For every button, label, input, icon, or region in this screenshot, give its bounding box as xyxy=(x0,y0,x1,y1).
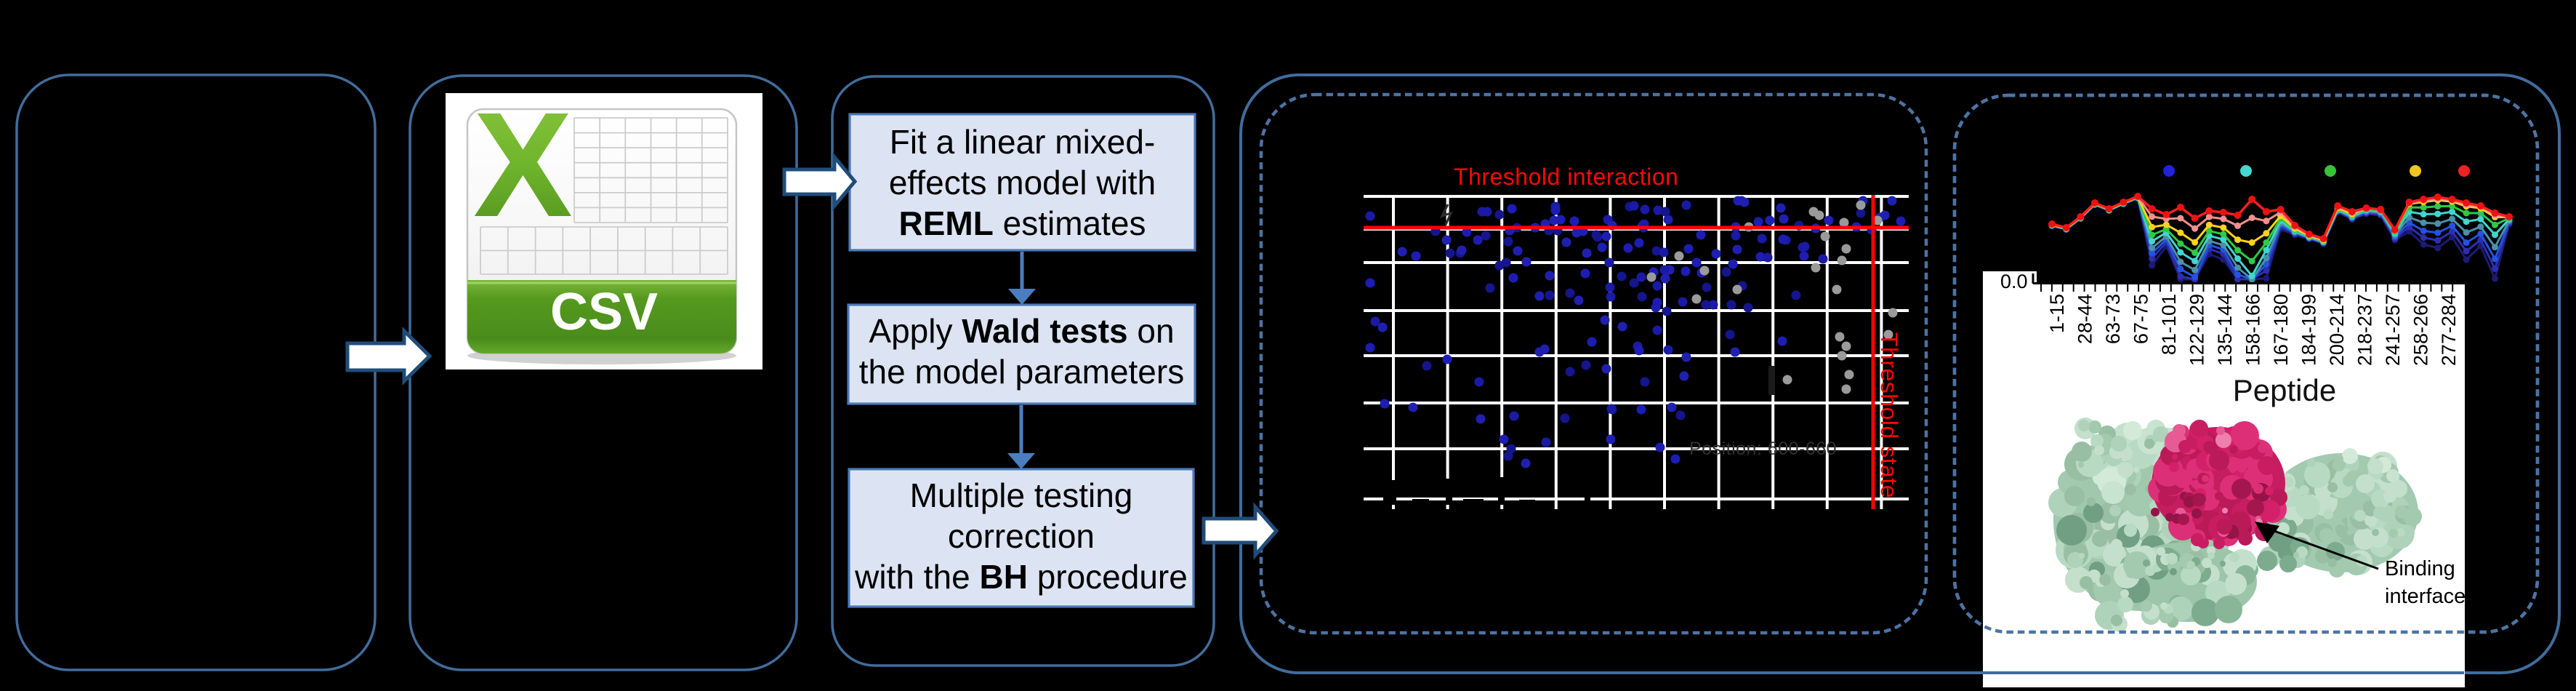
svg-text:200-214: 200-214 xyxy=(2326,294,2348,366)
svg-text:184-199: 184-199 xyxy=(2298,294,2320,366)
svg-text:241-257: 241-257 xyxy=(2382,294,2404,366)
svg-text:Peptide: Peptide xyxy=(2233,373,2336,407)
svg-text:158-166: 158-166 xyxy=(2242,294,2264,366)
svg-text:167-180: 167-180 xyxy=(2270,294,2292,366)
svg-text:Position: 600-660: Position: 600-660 xyxy=(1689,439,1837,459)
svg-text:0.0: 0.0 xyxy=(2000,271,2028,292)
svg-text:28-44: 28-44 xyxy=(2074,294,2096,344)
svg-text:122-129: 122-129 xyxy=(2186,294,2208,366)
svg-text:REML estimates: REML estimates xyxy=(899,204,1146,242)
svg-text:Apply Wald tests on: Apply Wald tests on xyxy=(869,312,1174,350)
svg-text:with the BH procedure: with the BH procedure xyxy=(854,558,1188,596)
svg-text:277-284: 277-284 xyxy=(2438,294,2460,366)
svg-text:63-73: 63-73 xyxy=(2102,294,2124,344)
svg-text:CSV: CSV xyxy=(550,283,658,341)
svg-text:218-237: 218-237 xyxy=(2354,294,2376,366)
svg-text:Threshold interaction: Threshold interaction xyxy=(1454,164,1678,190)
svg-text:Fit a linear mixed-: Fit a linear mixed- xyxy=(890,123,1156,161)
svg-text:interface: interface xyxy=(2385,585,2466,608)
svg-text:Threshold state: Threshold state xyxy=(1876,332,1902,498)
svg-text:the model parameters: the model parameters xyxy=(859,353,1184,391)
svg-text:81-101: 81-101 xyxy=(2158,294,2180,355)
svg-text:1-15: 1-15 xyxy=(2046,294,2068,333)
svg-text:258-266: 258-266 xyxy=(2410,294,2432,366)
svg-text:Binding: Binding xyxy=(2385,557,2455,580)
svg-text:Multiple testing: Multiple testing xyxy=(910,476,1133,514)
svg-text:135-144: 135-144 xyxy=(2214,294,2236,366)
svg-text:effects model with: effects model with xyxy=(889,164,1156,201)
svg-text:67-75: 67-75 xyxy=(2130,294,2152,344)
svg-text:X: X xyxy=(473,81,573,248)
svg-text:correction: correction xyxy=(948,517,1095,555)
